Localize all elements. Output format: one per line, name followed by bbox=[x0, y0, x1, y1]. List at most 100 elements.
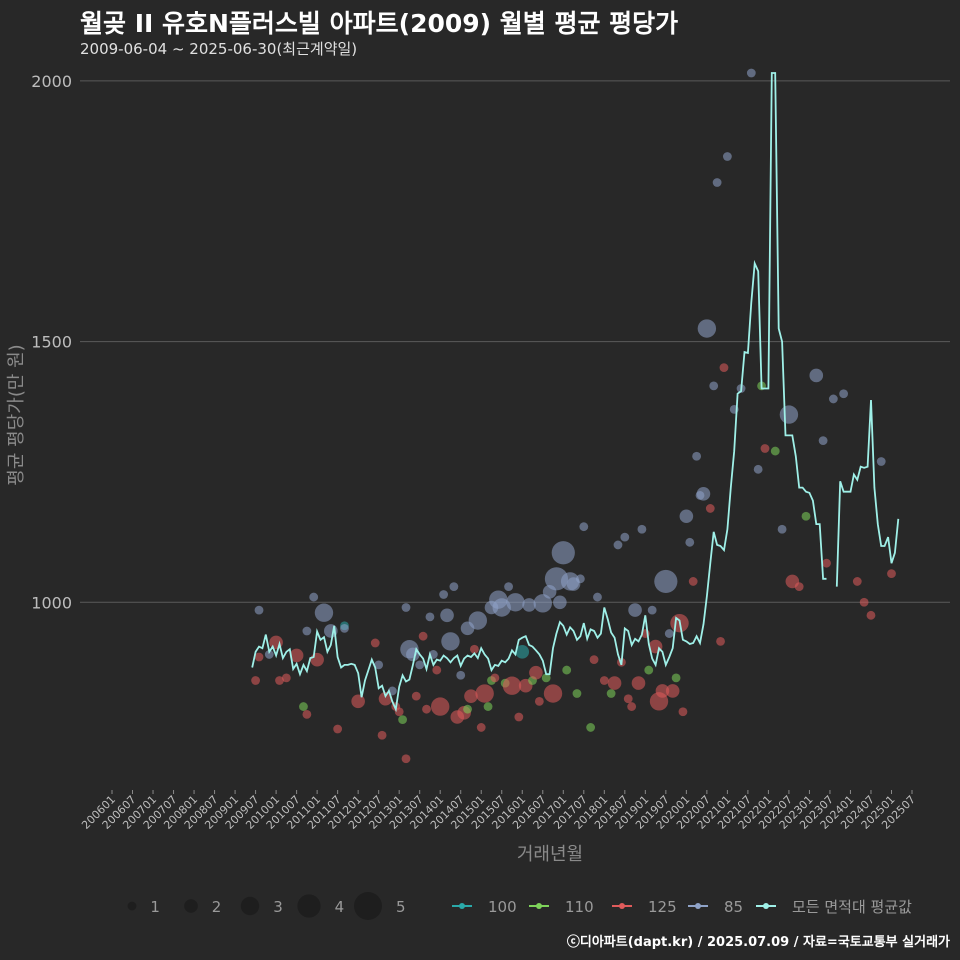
data-point-85 bbox=[753, 464, 763, 474]
data-point-85 bbox=[628, 603, 642, 617]
axis-layer: 1000150020002006012006072007012007072008… bbox=[6, 72, 918, 865]
data-point-125 bbox=[469, 644, 479, 654]
avg-price-line bbox=[251, 72, 827, 713]
data-point-85 bbox=[876, 457, 886, 466]
size-legend-dot bbox=[184, 899, 198, 913]
data-point-125 bbox=[502, 676, 522, 695]
data-point-85 bbox=[828, 394, 838, 404]
data-point-125 bbox=[678, 707, 688, 717]
data-point-125 bbox=[351, 694, 365, 709]
data-point-85 bbox=[712, 178, 722, 187]
data-point-85 bbox=[709, 381, 719, 391]
color-legend-swatch-dot bbox=[763, 903, 769, 909]
color-legend-label: 모든 면적대 평균값 bbox=[792, 898, 912, 916]
chart-title: 월곶 II 유호N플러스빌 아파트(2009) 월별 평균 평당가 bbox=[80, 9, 679, 38]
data-point-85 bbox=[415, 660, 425, 670]
data-point-85 bbox=[302, 626, 312, 636]
data-point-125 bbox=[432, 665, 442, 675]
data-point-125 bbox=[378, 691, 393, 706]
data-point-125 bbox=[866, 610, 876, 620]
data-point-125 bbox=[719, 363, 729, 373]
data-point-85 bbox=[533, 594, 552, 613]
size-legend-dot bbox=[354, 892, 382, 920]
data-point-125 bbox=[688, 577, 698, 586]
size-legend-label: 4 bbox=[335, 898, 345, 916]
data-point-125 bbox=[289, 648, 304, 663]
data-point-125 bbox=[887, 569, 896, 579]
data-point-85 bbox=[522, 598, 536, 612]
y-tick-label: 1000 bbox=[31, 593, 72, 612]
data-point-110 bbox=[562, 665, 572, 675]
data-point-125 bbox=[281, 673, 291, 683]
data-point-110 bbox=[483, 702, 493, 711]
data-point-85 bbox=[504, 582, 513, 592]
data-point-125 bbox=[418, 631, 428, 641]
y-tick-label: 2000 bbox=[31, 72, 72, 91]
size-legend-dot bbox=[240, 896, 260, 916]
data-point-125 bbox=[514, 712, 524, 722]
data-point-125 bbox=[543, 684, 563, 703]
color-legend-label: 125 bbox=[648, 898, 677, 916]
chart-subtitle: 2009-06-04 ~ 2025-06-30(최근계약일) bbox=[80, 40, 358, 58]
data-point-125 bbox=[852, 577, 862, 586]
data-point-125 bbox=[377, 730, 387, 740]
data-point-125 bbox=[251, 676, 260, 685]
data-point-85 bbox=[439, 590, 449, 599]
y-tick-label: 1500 bbox=[31, 333, 72, 352]
x-axis-title: 거래년월 bbox=[517, 844, 583, 865]
data-point-85 bbox=[746, 68, 756, 78]
data-point-85 bbox=[553, 595, 567, 610]
data-point-85 bbox=[506, 593, 525, 612]
data-point-85 bbox=[620, 532, 630, 542]
data-point-85 bbox=[818, 436, 828, 446]
data-point-125 bbox=[623, 694, 633, 704]
data-point-85 bbox=[777, 524, 787, 534]
data-point-110 bbox=[463, 704, 472, 714]
data-point-110 bbox=[586, 723, 596, 732]
data-point-125 bbox=[302, 709, 312, 719]
data-point-125 bbox=[370, 638, 380, 648]
data-point-85 bbox=[722, 152, 732, 161]
data-point-125 bbox=[490, 673, 500, 683]
data-point-110 bbox=[541, 673, 551, 683]
color-legend-swatch-dot bbox=[536, 903, 542, 909]
data-point-85 bbox=[575, 574, 585, 584]
data-point-85 bbox=[374, 660, 384, 670]
data-point-125 bbox=[254, 652, 264, 662]
data-point-125 bbox=[333, 724, 343, 734]
data-point-85 bbox=[697, 319, 717, 338]
data-point-85 bbox=[340, 623, 349, 633]
avg-line-layer bbox=[251, 72, 900, 713]
data-point-85 bbox=[809, 368, 824, 383]
data-point-85 bbox=[551, 541, 575, 565]
data-point-110 bbox=[801, 511, 811, 521]
data-point-85 bbox=[593, 592, 602, 602]
data-point-85 bbox=[696, 487, 711, 501]
data-point-85 bbox=[264, 650, 274, 659]
data-point-125 bbox=[599, 676, 609, 685]
data-point-85 bbox=[654, 569, 678, 594]
legend-layer: 1 2 3 4 5 100 110 125 85 모든 면적대 평균값 bbox=[127, 892, 912, 920]
data-point-85 bbox=[401, 603, 411, 612]
data-point-110 bbox=[606, 689, 616, 698]
data-point-85 bbox=[425, 612, 435, 622]
data-point-125 bbox=[529, 665, 543, 680]
color-legend-swatch-dot bbox=[619, 903, 625, 909]
data-point-85 bbox=[637, 524, 647, 534]
data-point-85 bbox=[579, 522, 589, 532]
data-point-85 bbox=[685, 537, 695, 547]
data-point-85 bbox=[254, 605, 264, 615]
data-point-125 bbox=[476, 723, 486, 732]
data-point-125 bbox=[464, 689, 478, 703]
data-point-125 bbox=[631, 676, 646, 690]
color-legend-swatch-dot bbox=[459, 903, 465, 909]
data-point-125 bbox=[394, 707, 404, 717]
data-point-125 bbox=[705, 504, 715, 513]
data-point-85 bbox=[613, 540, 623, 550]
y-axis-title: 평균 평당가(만 원) bbox=[6, 344, 27, 485]
data-point-110 bbox=[299, 702, 308, 711]
data-point-125 bbox=[589, 655, 599, 665]
data-point-110 bbox=[644, 665, 654, 675]
data-point-125 bbox=[655, 684, 670, 698]
data-point-85 bbox=[314, 603, 334, 622]
